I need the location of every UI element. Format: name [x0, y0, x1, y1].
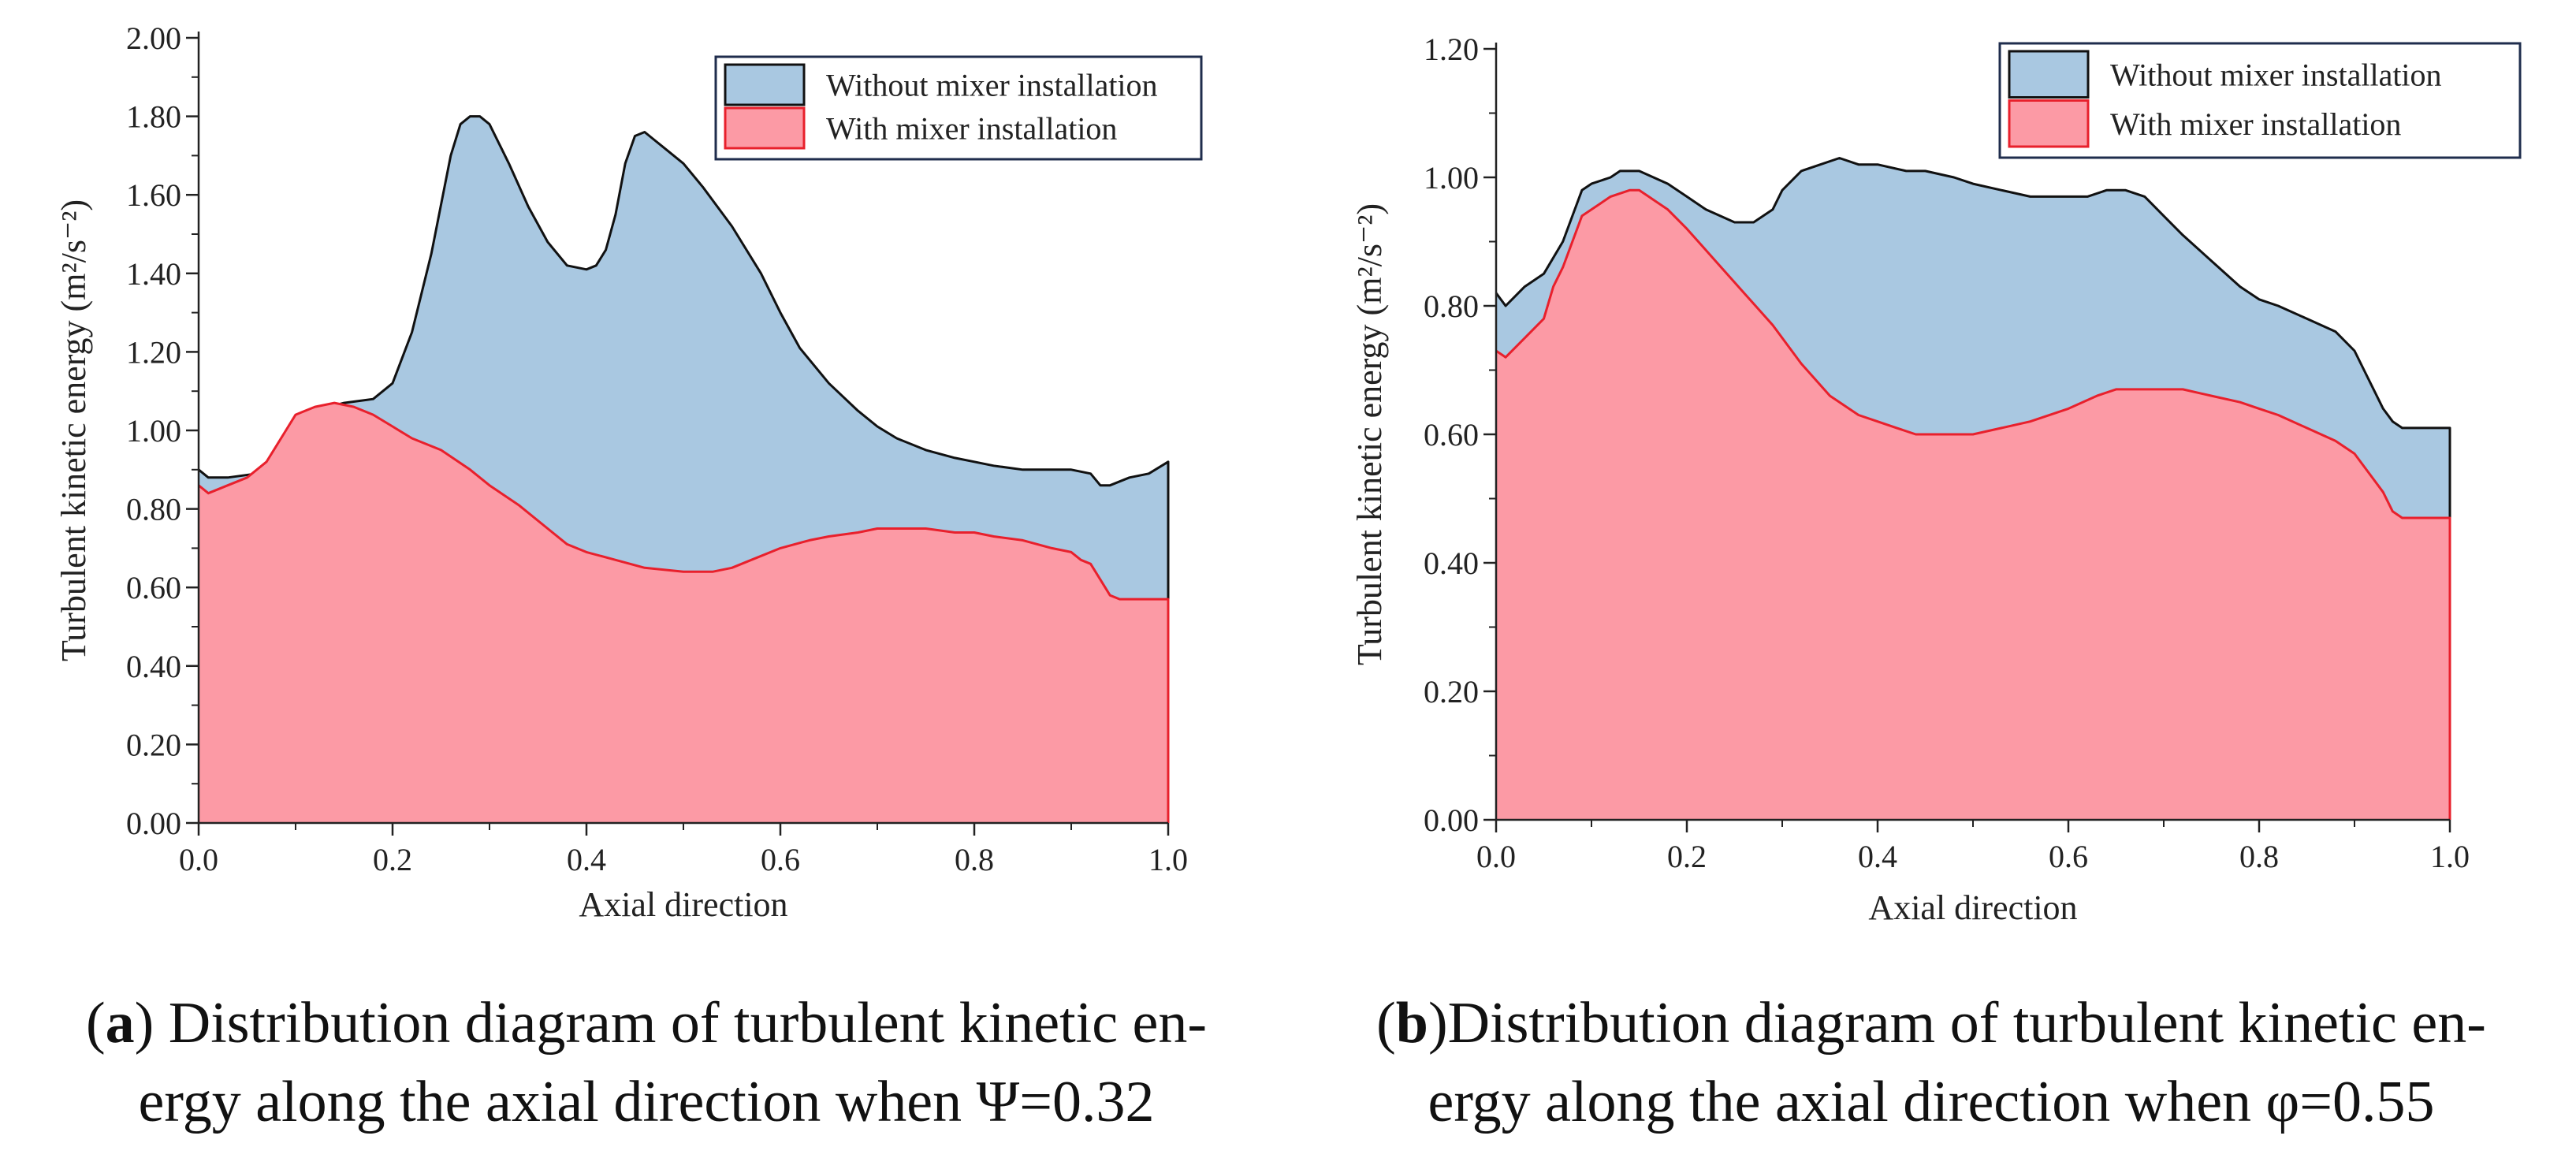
series-0-line: [198, 115, 1170, 823]
y-tick-label-2: 0.40: [1424, 545, 1479, 581]
series-1-area: [1496, 190, 2450, 821]
caption-b: (b)Distribution diagram of turbulent kin…: [1308, 984, 2554, 1141]
legend-label-0: Without mixer installation: [826, 68, 1158, 103]
x-tick-label-2: 0.4: [567, 842, 606, 877]
y-tick-label-0: 0.00: [1424, 802, 1479, 838]
y-tick-label-0: 0.00: [126, 806, 181, 841]
caption-b-line2: ergy along the axial direction when φ=0.…: [1428, 1070, 2435, 1134]
chart-a: 0.00 0.20 0.40 0.60 0.80 1.00 1.20 1.40 1.60 1.80…: [54, 20, 1203, 924]
series-1-line: [1495, 188, 2451, 820]
chart-b: 0.00 0.20 0.40 0.60 0.80 1.00 1.20 0.0 0.2 0.4 0.6…: [1350, 32, 2522, 927]
x-tick-label-1: 0.2: [1667, 839, 1707, 874]
x-tick-label-2: 0.4: [1858, 839, 1897, 874]
y-tick-label-5: 1.00: [126, 413, 181, 449]
caption-a-text1: ) Distribution diagram of turbulent kine…: [134, 991, 1208, 1056]
y-tick-label-1: 0.20: [126, 727, 181, 762]
x-tick-label-5: 1.0: [1148, 842, 1188, 877]
y-tick-label-1: 0.20: [1424, 674, 1479, 709]
x-tick-label-1: 0.2: [373, 842, 412, 877]
y-tick-label-9: 1.80: [126, 99, 181, 135]
x-axis-label: Axial direction: [579, 885, 787, 924]
y-tick-label-3: 0.60: [1424, 417, 1479, 452]
caption-b-letter: b: [1395, 991, 1428, 1056]
legend-label-1: With mixer installation: [826, 111, 1117, 147]
y-axis-label: Turbulent kinetic energy (m²/s⁻²): [54, 199, 93, 661]
x-tick-label-5: 1.0: [2430, 839, 2470, 874]
y-tick-label-8: 1.60: [126, 177, 181, 213]
y-tick-label-10: 2.00: [126, 20, 181, 56]
y-tick-label-6: 1.20: [1424, 32, 1479, 67]
legend-swatch-0: [724, 63, 806, 106]
legend-swatch-0: [2008, 50, 2090, 99]
caption-a-letter: a: [105, 991, 135, 1056]
y-tick-label-3: 0.60: [126, 570, 181, 605]
x-tick-label-0: 0.0: [1476, 839, 1516, 874]
y-tick-label-4: 0.80: [126, 492, 181, 527]
y-tick-label-7: 1.40: [126, 256, 181, 292]
series-0-line: [1495, 157, 2451, 820]
caption-a: (a) Distribution diagram of turbulent ki…: [47, 984, 1245, 1141]
series-1-area: [199, 403, 1168, 824]
caption-a-line2: ergy along the axial direction when Ψ=0.…: [138, 1070, 1155, 1134]
x-tick-label-0: 0.0: [179, 842, 218, 877]
series-1-line: [198, 401, 1170, 823]
legend-swatch-1: [2008, 99, 2090, 148]
caption-b-text1: )Distribution diagram of turbulent kinet…: [1428, 991, 2486, 1056]
legend-label-0: Without mixer installation: [2110, 57, 2442, 92]
x-tick-label-4: 0.8: [955, 842, 994, 877]
x-tick-label-4: 0.8: [2239, 839, 2279, 874]
caption-a-line1: (a) Distribution diagram of turbulent ki…: [85, 991, 1208, 1056]
y-tick-label-6: 1.20: [126, 334, 181, 370]
caption-b-line1: (b)Distribution diagram of turbulent kin…: [1376, 991, 2486, 1056]
y-tick-label-5: 1.00: [1424, 160, 1479, 195]
y-tick-label-2: 0.40: [126, 649, 181, 684]
x-axis-label: Axial direction: [1868, 888, 2077, 927]
y-axis-label: Turbulent kinetic energy (m²/s⁻²): [1350, 203, 1389, 665]
legend-swatch-1: [724, 106, 806, 150]
x-tick-label-3: 0.6: [761, 842, 800, 877]
y-tick-label-4: 0.80: [1424, 289, 1479, 324]
x-tick-label-3: 0.6: [2049, 839, 2088, 874]
legend-label-1: With mixer installation: [2110, 106, 2401, 142]
